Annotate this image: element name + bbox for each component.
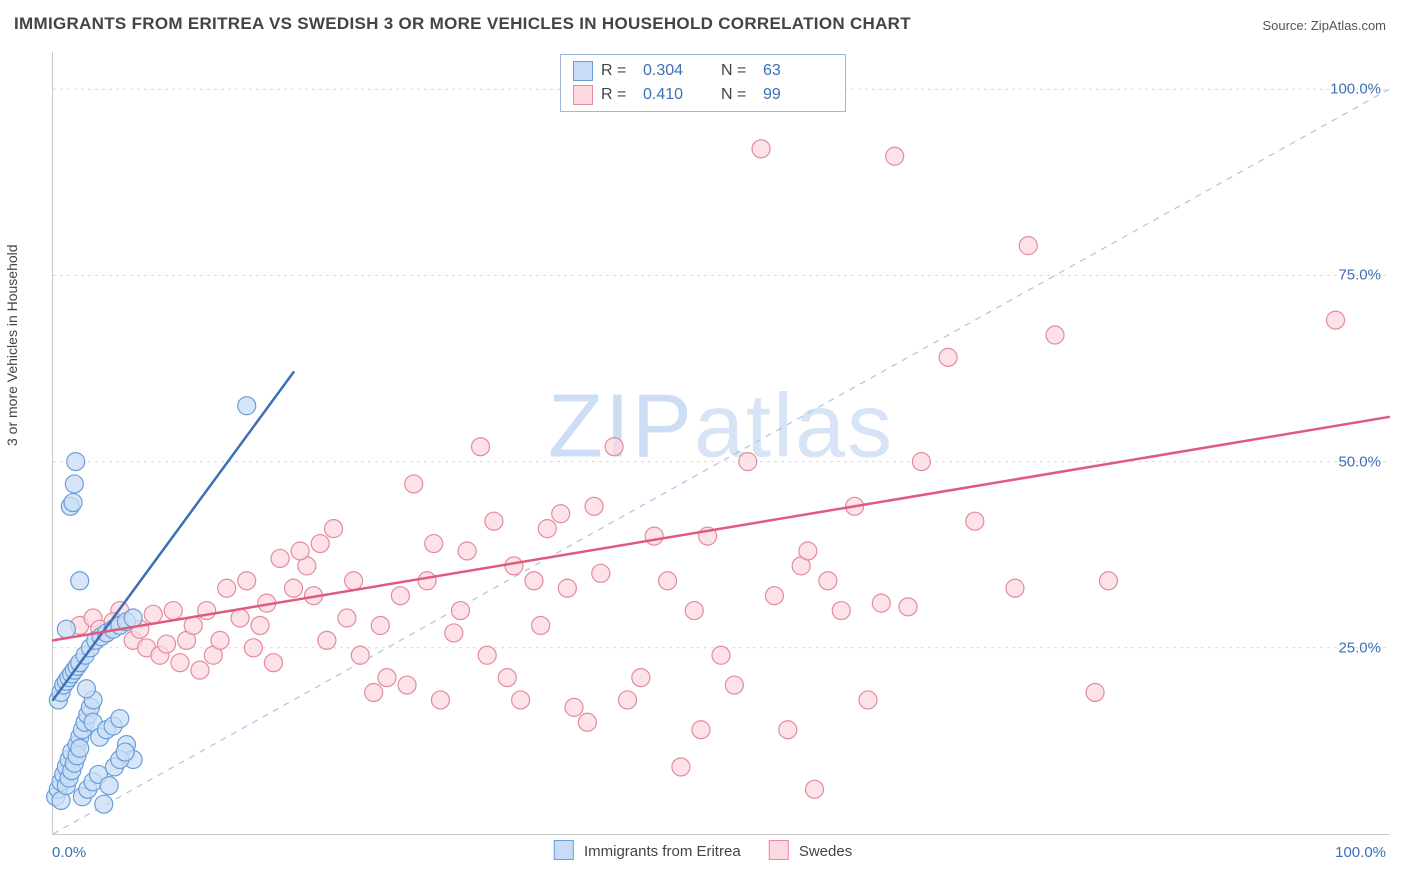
n-label: N = — [721, 59, 755, 83]
y-tick-75: 75.0% — [1338, 267, 1381, 284]
legend-label-eritrea: Immigrants from Eritrea — [584, 843, 741, 860]
y-tick-50: 50.0% — [1338, 453, 1381, 470]
r-value-eritrea: 0.304 — [643, 59, 713, 83]
legend-item-eritrea: Immigrants from Eritrea — [554, 840, 741, 860]
source-attribution: Source: ZipAtlas.com — [1262, 18, 1386, 33]
stats-row-eritrea: R = 0.304 N = 63 — [573, 59, 833, 83]
y-tick-25: 25.0% — [1338, 639, 1381, 656]
n-value-swedes: 99 — [763, 83, 833, 107]
n-label-2: N = — [721, 83, 755, 107]
n-value-eritrea: 63 — [763, 59, 833, 83]
swatch-eritrea — [554, 840, 574, 860]
swatch-swedes — [769, 840, 789, 860]
stats-swatch-eritrea — [573, 61, 593, 81]
stats-swatch-swedes — [573, 85, 593, 105]
y-axis-label: 3 or more Vehicles in Household — [4, 244, 20, 446]
r-label-2: R = — [601, 83, 635, 107]
legend-item-swedes: Swedes — [769, 840, 853, 860]
chart-svg — [53, 52, 1389, 834]
bottom-legend: Immigrants from Eritrea Swedes — [554, 840, 852, 860]
plot-area: ZIPatlas 25.0%50.0%75.0%100.0% — [52, 52, 1389, 835]
r-label: R = — [601, 59, 635, 83]
chart-title: IMMIGRANTS FROM ERITREA VS SWEDISH 3 OR … — [14, 14, 911, 34]
y-tick-100: 100.0% — [1330, 81, 1381, 98]
stats-row-swedes: R = 0.410 N = 99 — [573, 83, 833, 107]
stats-legend: R = 0.304 N = 63 R = 0.410 N = 99 — [560, 54, 846, 112]
legend-label-swedes: Swedes — [799, 843, 852, 860]
x-tick-100: 100.0% — [1335, 844, 1386, 861]
r-value-swedes: 0.410 — [643, 83, 713, 107]
x-tick-0: 0.0% — [52, 844, 86, 861]
